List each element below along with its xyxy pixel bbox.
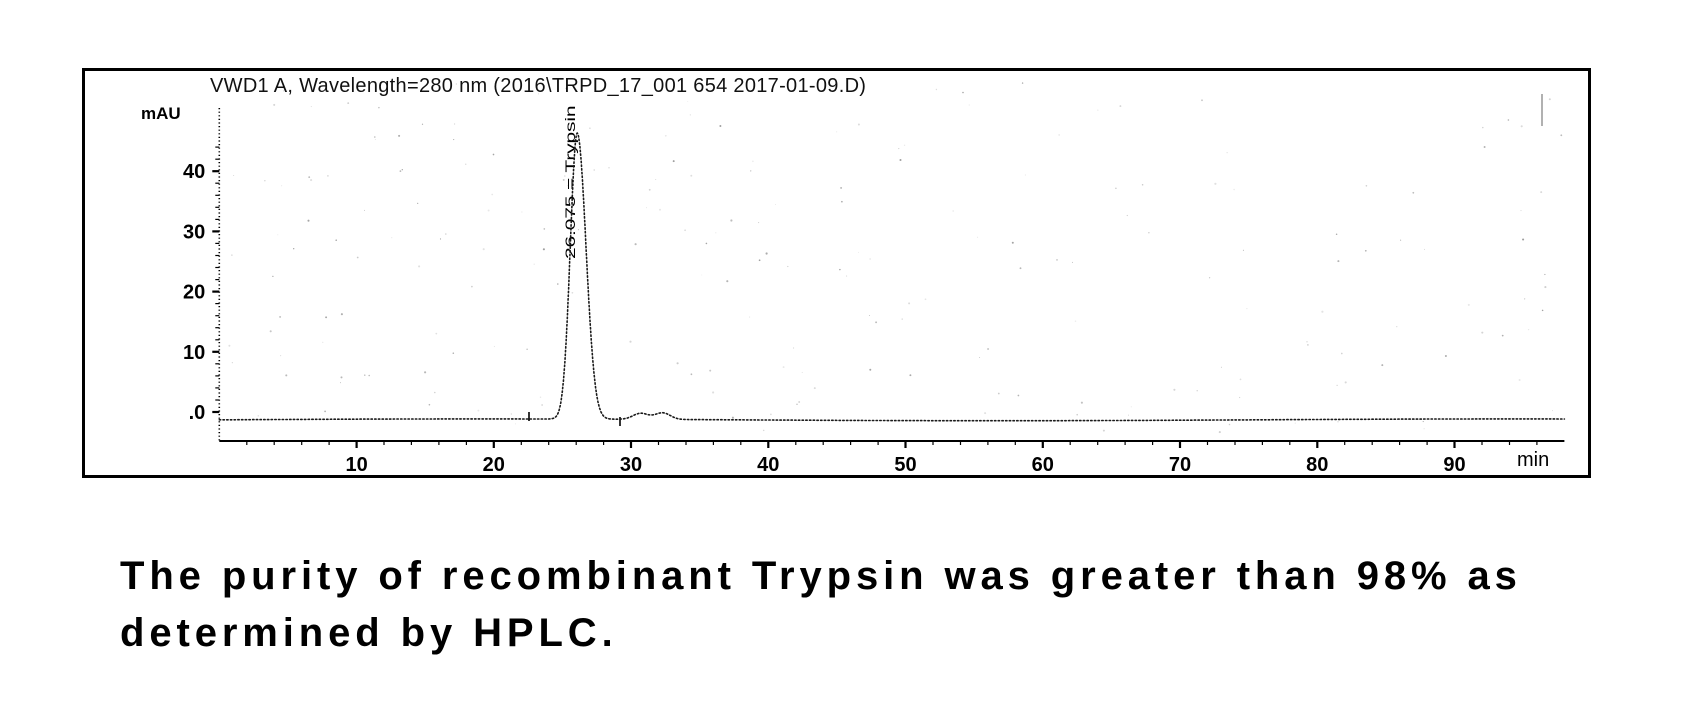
svg-text:20: 20	[183, 282, 205, 304]
svg-text:30: 30	[620, 454, 642, 476]
svg-text:40: 40	[757, 454, 779, 476]
svg-text:70: 70	[1169, 454, 1191, 476]
svg-text:60: 60	[1032, 454, 1054, 476]
svg-text:20: 20	[483, 454, 505, 476]
svg-text:80: 80	[1306, 454, 1328, 476]
svg-text:90: 90	[1443, 454, 1465, 476]
svg-text:10: 10	[183, 342, 205, 364]
svg-text:10: 10	[345, 454, 367, 476]
svg-text:50: 50	[894, 454, 916, 476]
svg-text:30: 30	[183, 221, 205, 243]
svg-text:.0: .0	[189, 402, 206, 424]
svg-text:40: 40	[183, 161, 205, 183]
